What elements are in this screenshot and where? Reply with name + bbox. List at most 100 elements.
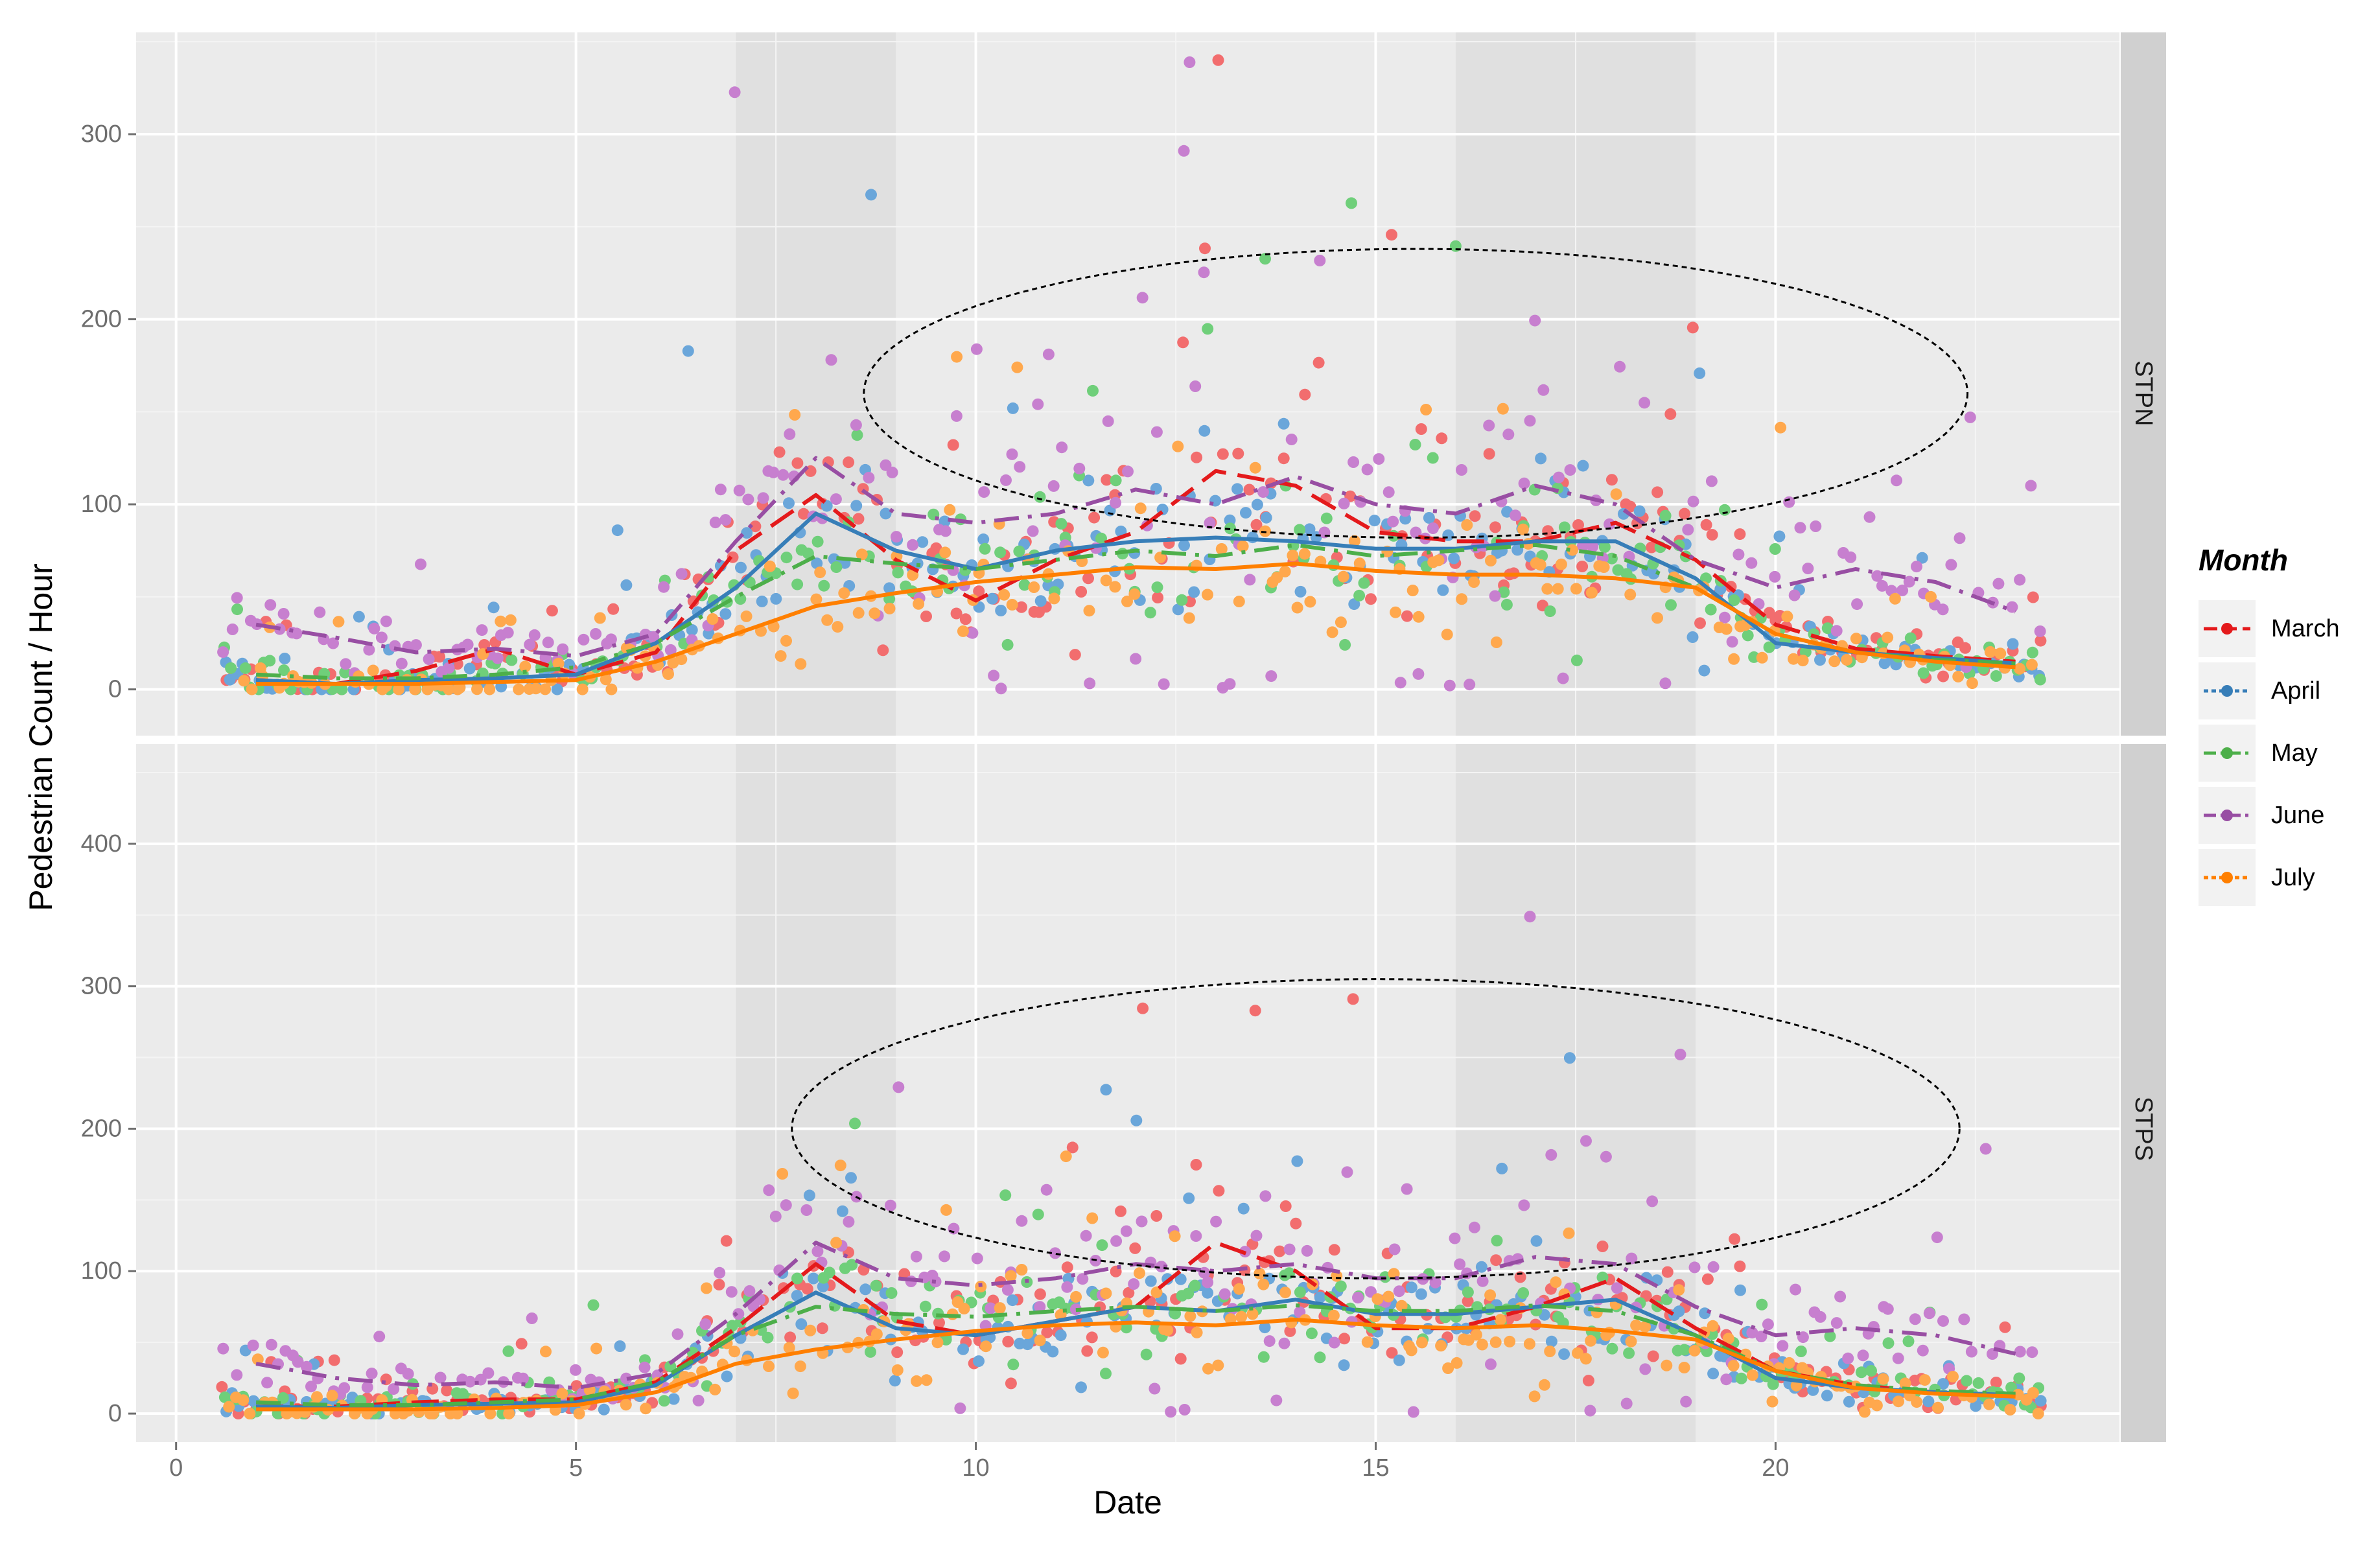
point-june (1524, 911, 1536, 923)
point-june (1040, 1184, 1053, 1196)
point-july (1183, 612, 1195, 624)
point-march (1129, 1242, 1141, 1254)
point-july (2025, 659, 2038, 671)
point-july (939, 546, 951, 559)
point-june (1917, 1344, 1929, 1357)
point-april (977, 533, 990, 546)
point-may (1623, 1347, 1635, 1359)
point-april (1100, 1084, 1112, 1096)
point-march (791, 457, 804, 469)
point-may (1095, 532, 1107, 544)
x-axis-title: Date (1093, 1484, 1162, 1521)
point-march (1651, 486, 1664, 498)
point-may (1140, 1348, 1152, 1360)
point-may (1335, 1280, 1347, 1292)
point-may (1728, 594, 1740, 606)
point-may (1320, 512, 1333, 524)
point-june (1130, 653, 1142, 665)
point-june (1604, 518, 1616, 530)
point-april (957, 1343, 969, 1355)
point-april (1294, 585, 1307, 598)
trend-line-may (255, 1303, 2016, 1407)
point-july (1828, 655, 1841, 668)
point-april (836, 1205, 848, 1217)
point-july (1639, 1321, 1651, 1333)
point-march (1075, 586, 1088, 598)
point-june (1639, 1363, 1651, 1375)
point-june (714, 484, 727, 496)
point-may (1110, 474, 1122, 487)
point-june (1122, 465, 1134, 478)
point-april (1423, 512, 1435, 524)
point-june (434, 1371, 447, 1384)
point-july (1925, 590, 1937, 603)
point-march (816, 1322, 828, 1335)
point-july (471, 683, 483, 695)
point-may (1821, 622, 1834, 635)
point-june (1810, 520, 1822, 532)
point-march (1250, 519, 1263, 531)
point-july (1544, 1346, 1556, 1357)
point-april (986, 592, 998, 605)
point-march (1290, 1217, 1302, 1230)
point-june (1449, 1232, 1461, 1244)
trend-line-july (256, 561, 2016, 686)
point-march (1469, 510, 1481, 522)
point-july (1169, 1230, 1181, 1242)
trend-line-march (255, 469, 2016, 686)
point-may (1705, 603, 1717, 616)
point-july (1673, 1284, 1685, 1296)
point-june (978, 486, 990, 498)
point-june (1190, 1230, 1202, 1242)
point-july (1016, 1264, 1028, 1276)
point-july (1495, 1314, 1506, 1326)
point-july (1877, 1373, 1889, 1385)
point-july (503, 1408, 515, 1419)
point-april (1673, 1305, 1685, 1318)
point-july (1028, 581, 1040, 593)
point-march (720, 1235, 732, 1247)
point-march (1243, 484, 1255, 496)
point-march (328, 1354, 340, 1366)
panel-background (136, 32, 2119, 736)
point-july (1490, 636, 1502, 648)
point-july (662, 668, 674, 680)
point-may (1314, 1351, 1326, 1364)
legend-key-point (2221, 623, 2233, 635)
point-july (834, 1160, 846, 1172)
point-july (994, 1302, 1006, 1314)
point-may (1517, 1287, 1530, 1299)
point-june (301, 1360, 312, 1373)
point-march (1582, 1375, 1594, 1387)
point-may (1189, 1279, 1201, 1292)
point-may (846, 1259, 858, 1271)
point-june (1587, 541, 1599, 553)
point-june (780, 1199, 792, 1211)
point-july (1728, 653, 1740, 665)
point-july (883, 602, 896, 614)
point-april (1686, 631, 1699, 643)
point-july (1304, 596, 1316, 608)
point-may (1018, 579, 1031, 591)
point-april (1843, 1395, 1855, 1408)
point-may (1498, 586, 1510, 598)
point-march (216, 1381, 228, 1393)
point-may (1100, 1368, 1112, 1380)
point-june (1178, 1404, 1191, 1416)
point-july (1287, 550, 1299, 561)
point-july (326, 1390, 338, 1402)
axes-layer: 0 100 200 300 0 100 200 300 400 0 5 10 15 20 Date Pedes… (23, 121, 1790, 1521)
point-july (1420, 404, 1432, 415)
point-june (1790, 1283, 1802, 1296)
point-june (1388, 1243, 1401, 1255)
point-may (506, 654, 518, 666)
point-july (223, 1401, 235, 1413)
point-june (863, 472, 875, 484)
point-june (1259, 1190, 1272, 1202)
point-july (998, 589, 1010, 601)
point-june (1338, 497, 1350, 509)
point-july (1202, 589, 1213, 601)
point-may (1259, 253, 1271, 265)
panels-layer: STPN STPS (136, 32, 2166, 1442)
point-june (1198, 1266, 1210, 1279)
